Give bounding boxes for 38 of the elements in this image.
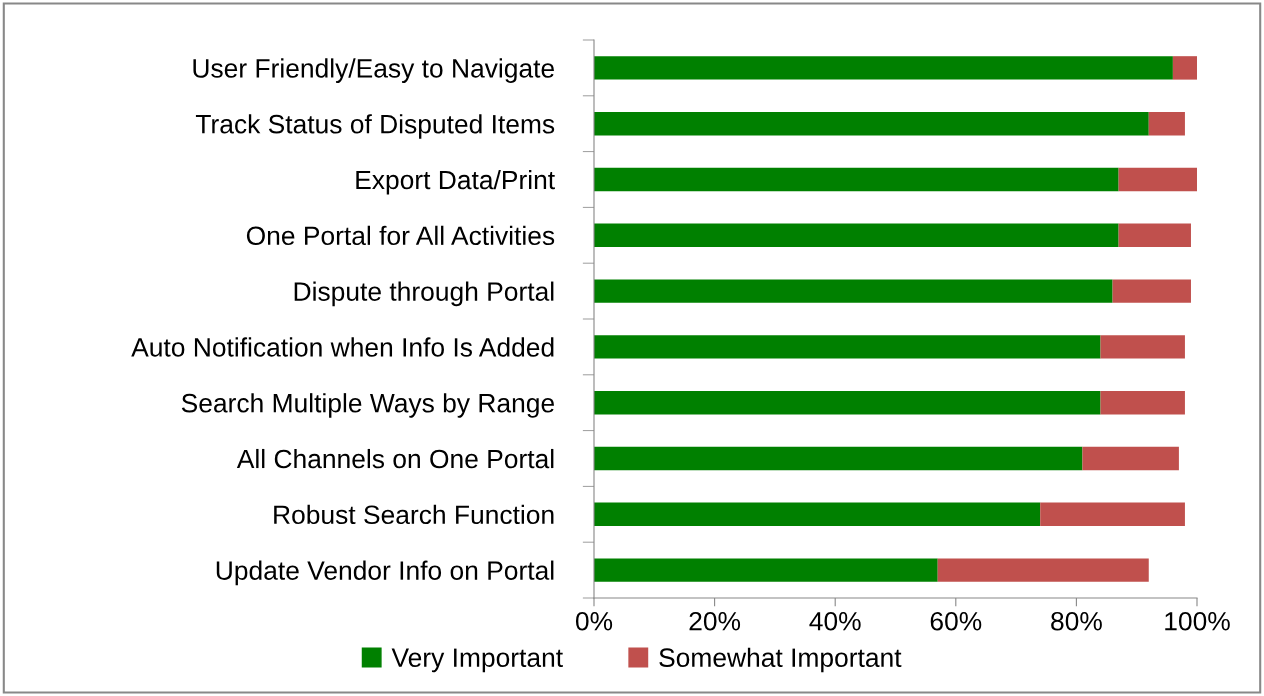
- bar: [1100, 335, 1185, 359]
- y-tick-label: User Friendly/Easy to Navigate: [193, 58, 554, 83]
- legend-label: Somewhat Important: [659, 647, 902, 673]
- y-tick-label: All Channels on One Portal: [236, 448, 554, 469]
- y-tick-label: Export Data/Print: [356, 169, 555, 195]
- bar: [1082, 446, 1179, 471]
- y-tick-label: Track Status of Disputed Items: [195, 114, 555, 139]
- y-tick-label: One Portal for All Activities: [246, 225, 555, 246]
- bar: [1112, 279, 1191, 303]
- bar: [594, 167, 1119, 192]
- x-tick-label: 60%: [930, 611, 982, 631]
- bar: [594, 223, 1119, 248]
- bar: [1040, 502, 1185, 527]
- x-tick-label: 0%: [575, 611, 613, 631]
- bar: [594, 390, 1101, 415]
- bar: [1100, 390, 1185, 415]
- y-tick-label: Update Vendor Info on Portal: [216, 560, 554, 586]
- legend-label: Very Important: [391, 648, 563, 673]
- y-tick-label: Robust Search Function: [274, 504, 554, 525]
- bar: [594, 111, 1149, 136]
- x-tick-label: 100%: [1165, 611, 1230, 631]
- bar: [937, 558, 1149, 582]
- x-tick-label: 20%: [689, 611, 741, 631]
- bar: [594, 558, 938, 582]
- y-tick-label: Search Multiple Ways by Range: [181, 393, 554, 418]
- bar: [1118, 223, 1191, 248]
- bar: [1148, 111, 1185, 136]
- x-tick-label: 40%: [809, 611, 861, 631]
- bar: [594, 502, 1041, 527]
- bar: [594, 56, 1173, 80]
- bar: [1118, 167, 1197, 192]
- x-tick-label: 80%: [1051, 611, 1102, 631]
- y-tick-label: Dispute through Portal: [294, 281, 554, 307]
- bar: [1172, 56, 1197, 80]
- bar: [594, 335, 1101, 359]
- bar: [594, 279, 1113, 303]
- y-tick-label: Auto Notification when Info Is Added: [131, 337, 554, 357]
- bar: [594, 446, 1083, 471]
